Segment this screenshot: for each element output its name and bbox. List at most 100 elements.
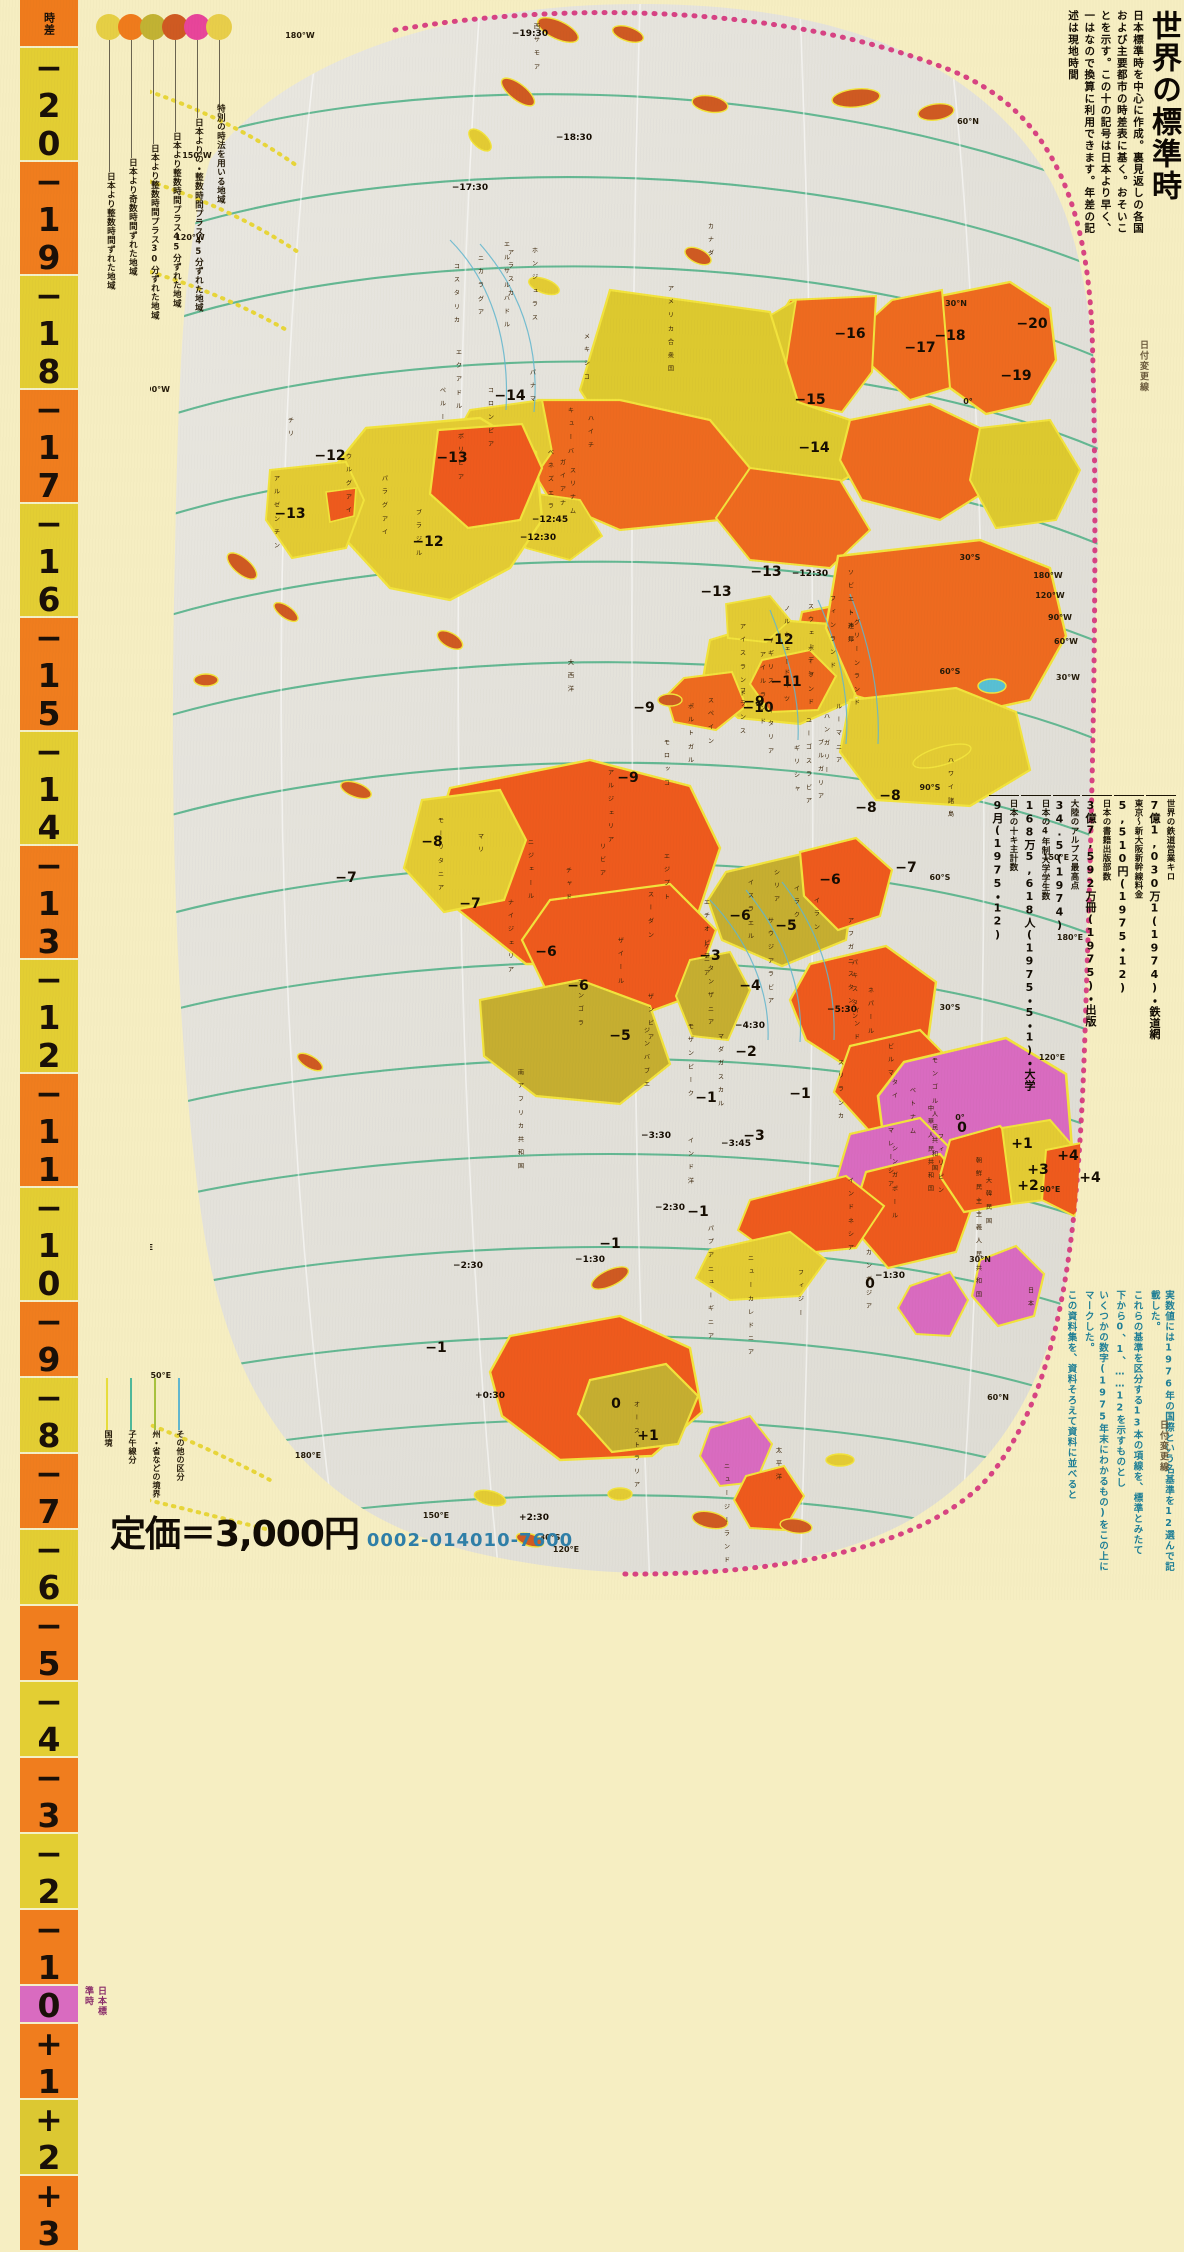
country-label: インド	[853, 1007, 860, 1040]
hour-scale-cell-minus5[interactable]: −5	[20, 1606, 78, 1682]
hour-difference-scale[interactable]: 時差 −20 −19 −18 −17 −16 −15 −14 −13 −12 −11 −10 −9 −8−…	[20, 0, 106, 2252]
timezone-number: −5	[609, 1028, 630, 1044]
timezone-number: −1	[789, 1086, 810, 1102]
hour-scale-value: −1	[29, 1910, 69, 1986]
hour-scale-cell-0[interactable]: 0 日本標準時	[20, 1986, 106, 2024]
hour-scale-cell-minus12[interactable]: −12	[20, 960, 78, 1074]
hour-scale-cell-plus3[interactable]: +3	[20, 2176, 78, 2252]
legend-color-dot	[140, 14, 166, 40]
timezone-number: −1	[687, 1204, 708, 1220]
country-label: アイスランド	[739, 623, 746, 696]
line-legend-swatch	[154, 1378, 156, 1430]
stat-label: 日本の4年制大学学生数	[1040, 799, 1050, 901]
hour-scale-cell-minus16[interactable]: −16	[20, 504, 78, 618]
date-line-note-north: 日付変更線	[1138, 340, 1148, 393]
graticule-label: 90°E	[1040, 1185, 1061, 1194]
country-label: トルコ	[847, 609, 854, 642]
hour-scale-cell-minus9[interactable]: −9	[20, 1302, 78, 1378]
hour-scale-value: +3	[29, 2176, 69, 2252]
line-legend-item-1: 子午線分	[124, 1378, 150, 1464]
special-offset-label: +2:30	[519, 1513, 549, 1523]
hour-scale-cell-minus20[interactable]: −20	[20, 48, 78, 162]
hour-scale-cell-plus1[interactable]: +1	[20, 2024, 78, 2100]
explanatory-note-line-4: この資料集を、資料そろえて資料に並べると	[1065, 1290, 1077, 1500]
country-label: パキスタン	[851, 959, 858, 1019]
hour-scale-cell-plus2[interactable]: +2	[20, 2100, 78, 2176]
country-label: 西サモア	[533, 23, 540, 70]
map-special-times: −19:30 −18:30 −17:30 −12:45 −12:30 −12:30 −5:3…	[452, 29, 905, 1523]
hour-scale-cell-minus8[interactable]: −8	[20, 1378, 78, 1454]
stat-column-5: 日本の十キ主計数 9月(1975・12)	[989, 795, 1019, 1355]
country-label: チャド	[565, 867, 572, 900]
special-offset-label: −18:30	[556, 133, 592, 143]
japan-standard-time-note: 日本標準時	[83, 1986, 106, 2016]
barcode-number: 0002-014010-7600	[366, 1530, 574, 1551]
stat-label: 日本の十キ主計数	[1008, 799, 1018, 872]
country-label: シリア	[773, 869, 780, 902]
hour-scale-cell-minus14[interactable]: −14	[20, 732, 78, 846]
stat-label: 東京〜新大阪新幹線料金	[1133, 799, 1143, 900]
landmasses	[193, 16, 1099, 1548]
country-label: ブラジル	[415, 508, 422, 555]
country-label: マダガスカル	[717, 1033, 724, 1106]
hour-scale-cell-minus11[interactable]: −11	[20, 1074, 78, 1188]
graticule-label: 30°N	[945, 299, 967, 308]
country-label: スペイン	[707, 697, 714, 744]
country-label: ガイアナ	[559, 458, 566, 505]
country-label: スリランカ	[837, 1059, 844, 1119]
timezone-number: 0	[611, 1396, 621, 1412]
country-label: ビルマ	[887, 1042, 894, 1076]
graticule-label: 0°	[963, 397, 973, 406]
country-label: 大韓民国	[985, 1176, 992, 1224]
poster-dotted-frame	[150, 89, 302, 1534]
country-label: ユーゴスラビア	[805, 717, 812, 804]
hour-scale-cell-minus13[interactable]: −13	[20, 846, 78, 960]
stat-value: 168万5,618人(1975・5・1)・大学	[1023, 799, 1036, 1091]
country-label: オーストラリア	[633, 1401, 640, 1488]
hour-scale-cell-minus1[interactable]: −1	[20, 1910, 78, 1986]
hour-scale-cell-minus7[interactable]: −7	[20, 1454, 78, 1530]
hour-scale-value: −12	[29, 960, 69, 1074]
hour-scale-cell-minus18[interactable]: −18	[20, 276, 78, 390]
graticule-label: 180°W	[1033, 571, 1063, 580]
timezone-number: −12	[314, 448, 345, 464]
hour-scale-cell-minus17[interactable]: −17	[20, 390, 78, 504]
country-label: モザンビーク	[687, 1023, 694, 1096]
country-label: ポーランド	[807, 645, 814, 705]
hour-scale-cell-minus6[interactable]: −6	[20, 1530, 78, 1606]
country-label: エジプト	[663, 853, 670, 900]
special-offset-label: −2:30	[655, 1203, 685, 1213]
hour-scale-cell-minus10[interactable]: −10	[20, 1188, 78, 1302]
special-offset-label: −5:30	[827, 1005, 857, 1015]
timezone-number: +4	[1057, 1148, 1079, 1164]
graticule-label: 30°N	[969, 1255, 991, 1264]
hour-scale-cell-minus4[interactable]: −4	[20, 1682, 78, 1758]
special-offset-label: −3:45	[721, 1139, 751, 1149]
legend-leader-line	[131, 40, 132, 158]
timezone-number: −10	[742, 700, 773, 716]
timezone-number: −3	[743, 1128, 764, 1144]
timezone-number: −14	[798, 440, 829, 456]
timezone-number: 0	[957, 1120, 967, 1136]
hour-scale-value: +2	[29, 2100, 69, 2176]
hour-scale-cell-minus3[interactable]: −3	[20, 1758, 78, 1834]
hour-scale-separator	[20, 958, 78, 960]
legend-label: 日本より整数時間ずれた地域	[105, 172, 116, 291]
timezone-number: −12	[762, 632, 793, 648]
country-label: ペルー	[439, 387, 446, 420]
hour-scale-cell-minus19[interactable]: −19	[20, 162, 78, 276]
country-label: タンザニア	[707, 965, 714, 1025]
graticule-label: 30°S	[960, 553, 981, 562]
timezone-number: +4	[1079, 1170, 1101, 1186]
line-type-legend: 国境 子午線分 州・省などの境界 その他の区分	[100, 1378, 230, 1498]
graticule-label: 90°W	[1048, 613, 1072, 622]
world-time-zone-map[interactable]: 180°W150°W120°W90°W60°W30°W0°30°E60°E90°…	[150, 0, 1110, 1600]
country-label: コロンビア	[487, 387, 494, 447]
hour-scale-cell-minus15[interactable]: −15	[20, 618, 78, 732]
hour-scale-cell-minus2[interactable]: −2	[20, 1834, 78, 1910]
country-label: フランス	[739, 687, 746, 734]
timezone-number: +2	[1017, 1178, 1038, 1194]
country-label: スーダン	[647, 891, 654, 938]
timezone-number: −20	[1016, 316, 1047, 332]
international-date-line	[392, 10, 1098, 1577]
